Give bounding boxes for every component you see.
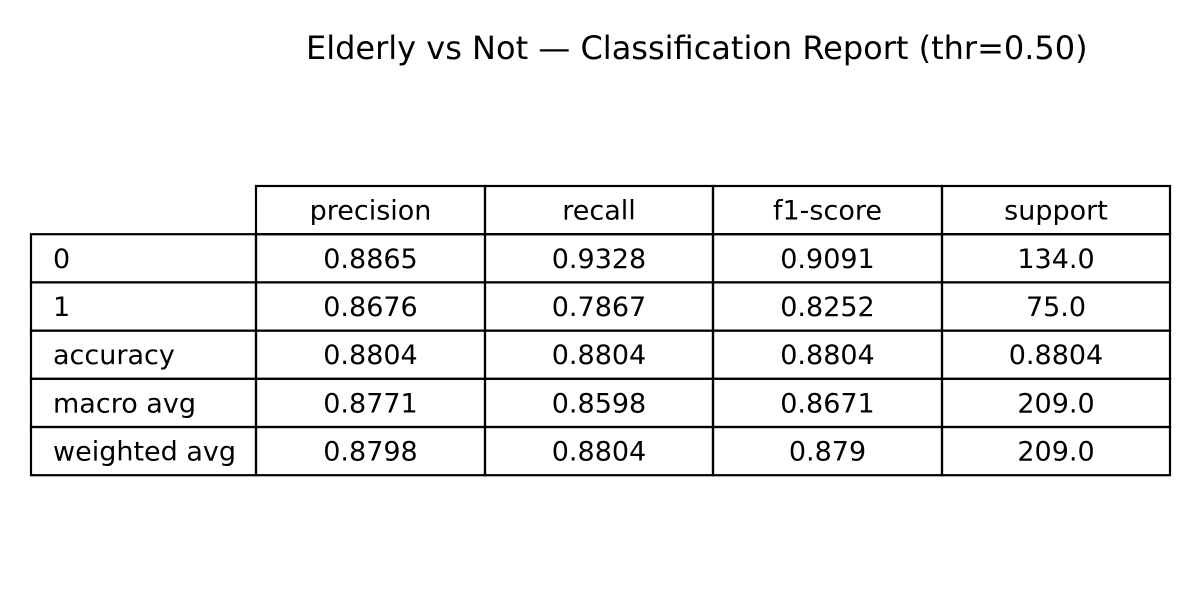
cell-value: 75.0 (1026, 292, 1086, 323)
cell-value: 0.8598 (552, 388, 646, 419)
cell-value: 0.879 (789, 437, 866, 468)
cell-value: 0.8804 (780, 340, 874, 371)
column-header: support (1004, 196, 1108, 227)
cell-value: 0.9091 (780, 244, 874, 275)
column-header: recall (562, 196, 636, 227)
cell-value: 0.9328 (552, 244, 646, 275)
cell-value: 0.8676 (323, 292, 417, 323)
cell-value: 0.8804 (552, 437, 646, 468)
row-label: 1 (53, 292, 70, 323)
cell-value: 0.8804 (323, 340, 417, 371)
row-label: macro avg (53, 388, 196, 419)
cell-value: 0.8865 (323, 244, 417, 275)
column-header: f1-score (773, 196, 882, 227)
cell-value: 0.8804 (1009, 340, 1103, 371)
cell-value: 0.8798 (323, 437, 417, 468)
cell-value: 209.0 (1017, 437, 1094, 468)
row-label: accuracy (53, 340, 175, 371)
row-label: weighted avg (53, 437, 236, 468)
cell-value: 0.8771 (323, 388, 417, 419)
table-cell (940, 425, 1172, 477)
cell-value: 0.8252 (780, 292, 874, 323)
cell-value: 0.7867 (552, 292, 646, 323)
cell-value: 209.0 (1017, 388, 1094, 419)
cell-value: 0.8671 (780, 388, 874, 419)
cell-value: 0.8804 (552, 340, 646, 371)
column-header: precision (310, 196, 432, 227)
row-label: 0 (53, 244, 70, 275)
chart-title: Elderly vs Not — Classification Report (… (306, 29, 1088, 67)
cell-value: 134.0 (1017, 244, 1094, 275)
